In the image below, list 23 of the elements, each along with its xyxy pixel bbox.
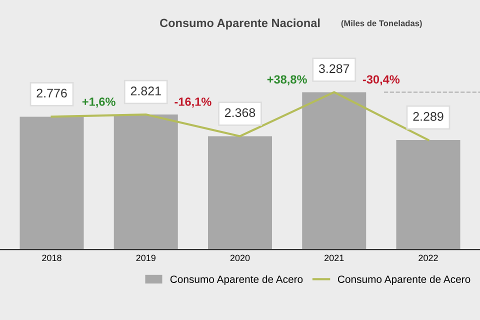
bar <box>208 136 272 250</box>
data-label: 2.368 <box>224 108 256 118</box>
data-label: 2.289 <box>413 112 444 121</box>
data-label: 2.821 <box>130 86 161 96</box>
legend-label: Consumo Aparente de Acero <box>338 275 470 286</box>
bar <box>20 116 84 250</box>
data-label: 3.287 <box>318 64 350 74</box>
bar <box>114 114 178 250</box>
bar <box>396 140 460 250</box>
chart-subtitle: (Miles de Toneladas) <box>341 20 422 28</box>
bar <box>302 92 366 250</box>
annotation: -16,1% <box>174 98 212 108</box>
legend-label: Consumo Aparente de Acero <box>170 275 303 286</box>
text: +38,8% <box>267 75 307 86</box>
text: -30,4% <box>362 75 400 86</box>
annotation: +1,6% <box>82 98 116 108</box>
x-tick-label: 2019 <box>136 254 156 262</box>
x-tick-label: 2018 <box>42 254 62 262</box>
x-tick-label: 2022 <box>418 254 438 262</box>
chart-title: Consumo Aparente Nacional <box>160 18 320 30</box>
data-label: 2.776 <box>36 88 67 98</box>
x-tick-label: 2021 <box>324 254 344 262</box>
x-tick-label: 2020 <box>230 254 250 262</box>
